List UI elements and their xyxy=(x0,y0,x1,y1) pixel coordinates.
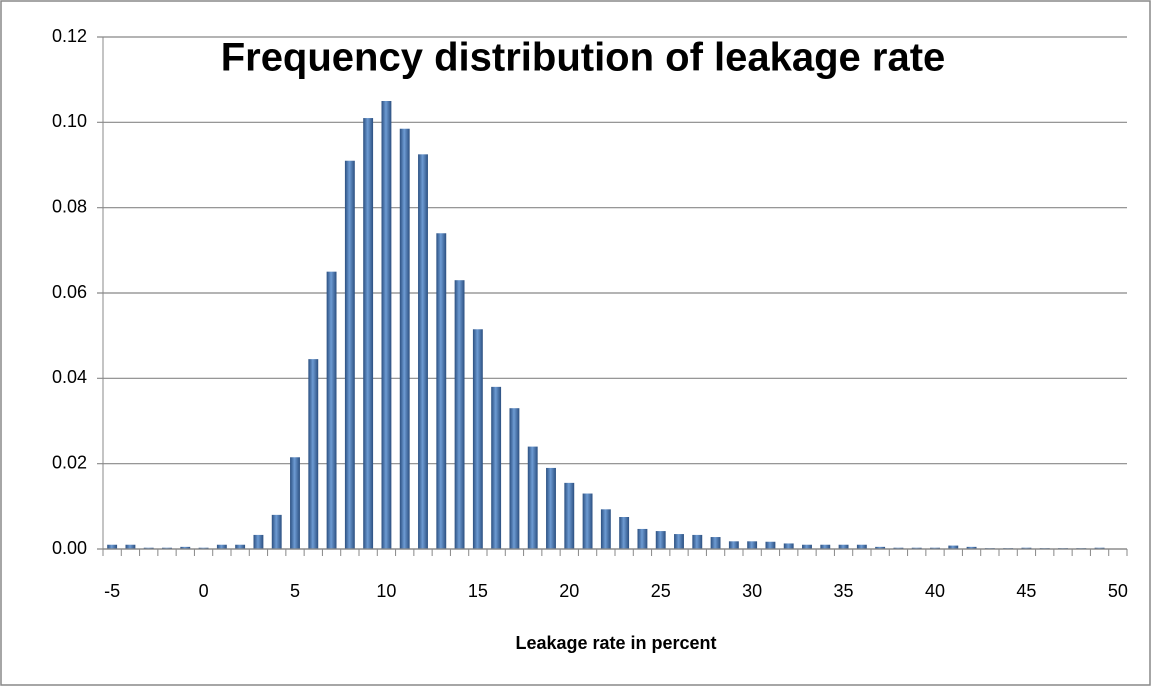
bar xyxy=(472,329,483,549)
bar xyxy=(674,534,684,549)
bar xyxy=(491,386,502,549)
y-tick-label: 0.08 xyxy=(52,196,87,216)
bar xyxy=(783,543,794,549)
bar xyxy=(271,514,282,549)
x-tick-label: 5 xyxy=(290,581,300,601)
bar xyxy=(728,541,739,549)
bar xyxy=(838,544,849,549)
chart-title: Frequency distribution of leakage rate xyxy=(221,36,946,80)
x-tick-label: 40 xyxy=(925,581,945,601)
bar xyxy=(107,544,118,549)
bar xyxy=(619,517,630,549)
y-tick-label: 0.12 xyxy=(52,26,87,46)
x-tick-label: 30 xyxy=(742,581,762,601)
x-tick-label: 35 xyxy=(834,581,854,601)
bar xyxy=(454,280,465,549)
bar xyxy=(930,547,940,549)
x-tick-label: 45 xyxy=(1016,581,1036,601)
x-tick-label: 50 xyxy=(1108,581,1128,601)
bar xyxy=(637,528,648,549)
bar xyxy=(564,482,575,549)
y-tick-label: 0.04 xyxy=(52,367,87,387)
bar xyxy=(1094,547,1105,549)
x-tick-label: 15 xyxy=(468,581,488,601)
bar xyxy=(802,544,812,549)
bar xyxy=(600,509,611,549)
bar xyxy=(326,271,337,549)
bar xyxy=(363,118,374,550)
y-tick-label: 0.00 xyxy=(52,538,87,558)
bar xyxy=(198,547,209,549)
bar xyxy=(125,544,136,549)
x-axis-label: Leakage rate in percent xyxy=(515,633,716,653)
bar xyxy=(582,493,593,549)
bar xyxy=(527,446,538,549)
bar xyxy=(162,547,172,549)
y-tick-label: 0.02 xyxy=(52,452,87,472)
bar xyxy=(143,547,154,549)
bar xyxy=(948,545,959,549)
bar xyxy=(216,544,227,549)
bar xyxy=(966,546,977,549)
x-tick-label: 0 xyxy=(199,581,209,601)
x-tick-label: 25 xyxy=(651,581,671,601)
x-tick-label: -5 xyxy=(104,581,120,601)
bar xyxy=(344,160,355,549)
bar xyxy=(418,154,428,550)
bar xyxy=(546,467,556,549)
x-tick-label: 20 xyxy=(559,581,579,601)
bar xyxy=(875,546,886,549)
bar xyxy=(399,128,410,549)
bar xyxy=(436,233,447,549)
bar xyxy=(290,457,300,549)
bar xyxy=(253,534,264,549)
bar xyxy=(1021,547,1032,549)
bar xyxy=(308,359,319,549)
bar xyxy=(381,101,392,549)
bar xyxy=(765,541,776,549)
y-tick-label: 0.06 xyxy=(52,282,87,302)
x-tick-label: 10 xyxy=(376,581,396,601)
bar xyxy=(893,547,904,549)
bar xyxy=(856,544,867,549)
bar xyxy=(710,537,721,549)
y-tick-label: 0.10 xyxy=(52,111,87,131)
bar xyxy=(180,546,191,549)
bar xyxy=(911,547,922,549)
bar xyxy=(692,534,703,549)
bar xyxy=(509,408,520,549)
bar xyxy=(820,544,831,549)
bar xyxy=(747,541,758,549)
bar xyxy=(655,531,666,549)
bar xyxy=(235,544,246,549)
